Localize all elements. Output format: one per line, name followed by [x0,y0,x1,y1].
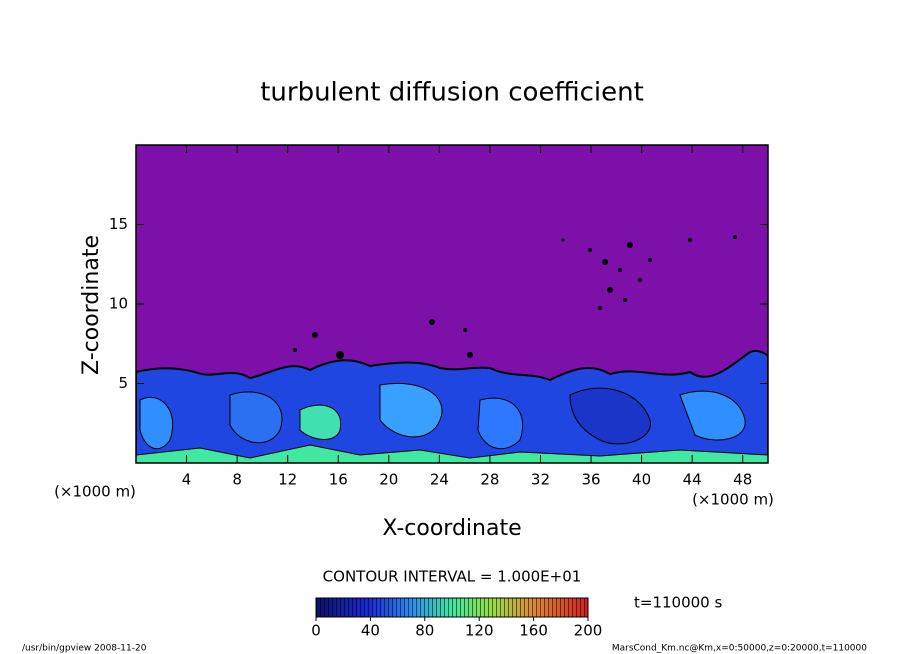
footer-right: MarsCond_Km.nc@Km,x=0:50000,z=0:20000,t=… [612,644,867,654]
y-axis-label: Z-coordinate [79,235,104,375]
x-tick-label: 48 [733,471,752,489]
colorbar-tick-label: 80 [415,622,434,640]
y-tick-label: 15 [109,215,128,233]
colorbar-tick-label: 120 [465,622,494,640]
x-tick-label: 28 [480,471,499,489]
x-tick-label: 24 [430,471,449,489]
y-tick-label: 5 [118,374,128,392]
x-axis-label: X-coordinate [382,516,521,541]
eddy [569,387,651,445]
colorbar-tick-label: 40 [361,622,380,640]
footer-left: /usr/bin/gpview 2008-11-20 [22,644,147,654]
blobs [293,235,737,359]
colorbar-frame [315,597,589,618]
eddy [679,390,746,441]
x-tick-label: 32 [531,471,550,489]
eddy [379,382,443,438]
eddy [299,404,342,440]
time-label: t=110000 s [634,594,722,612]
x-tick-label: 4 [182,471,192,489]
contour-field [136,145,768,463]
y-tick-label: 10 [109,295,128,313]
x-tick-label: 12 [278,471,297,489]
colorbar-tick-label: 160 [519,622,548,640]
eddy [139,396,174,450]
eddy [229,391,283,444]
contour-interval: CONTOUR INTERVAL = 1.000E+01 [323,568,582,586]
eddy [477,397,524,450]
colorbar-tick-label: 200 [574,622,603,640]
colorbar-tick-label: 0 [311,622,321,640]
x-tick-label: 16 [329,471,348,489]
y-unit: (×1000 m) [54,483,136,501]
surface-layer [136,444,768,463]
x-tick-label: 20 [379,471,398,489]
x-unit: (×1000 m) [692,491,774,509]
x-tick-label: 8 [232,471,242,489]
x-tick-label: 36 [581,471,600,489]
x-tick-label: 44 [683,471,702,489]
chart-title: turbulent diffusion coefficient [260,78,644,108]
x-tick-label: 40 [632,471,651,489]
